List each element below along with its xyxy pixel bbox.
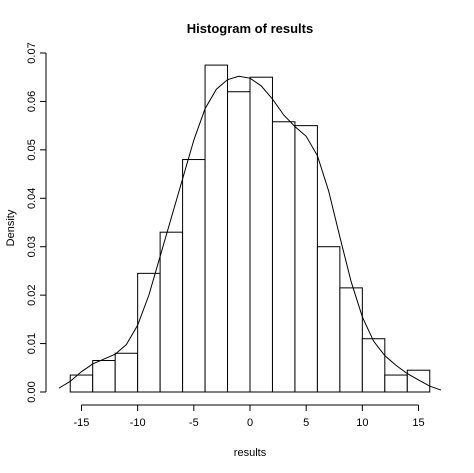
x-axis-label: results (234, 447, 267, 459)
histogram-bar (384, 374, 408, 393)
histogram-bar (159, 231, 184, 393)
y-tick-label: 0.02 (26, 284, 38, 305)
x-tick-label: -10 (130, 417, 146, 429)
y-tick-label: 0.04 (26, 188, 38, 209)
y-tick-label: 0.01 (26, 333, 38, 354)
histogram-bar (316, 246, 341, 393)
density-curve (58, 75, 442, 391)
histogram-bar (69, 374, 94, 393)
histogram-bar (204, 64, 229, 393)
x-tick-label: 15 (412, 417, 424, 429)
chart-title: Histogram of results (187, 21, 313, 36)
histogram-bar (271, 121, 296, 393)
histogram-bars (69, 64, 431, 393)
histogram-bar (294, 125, 318, 393)
y-axis-label: Density (5, 209, 17, 246)
x-tick-label: 5 (303, 417, 309, 429)
y-tick-label: 0.06 (26, 91, 38, 112)
histogram-bar (114, 352, 139, 393)
histogram-bar (361, 338, 386, 393)
x-tick-label: 0 (247, 417, 253, 429)
x-tick-label: -15 (74, 417, 90, 429)
y-tick-label: 0.00 (26, 381, 38, 402)
histogram-bar (92, 360, 116, 393)
histogram-bar (339, 287, 363, 393)
histogram-bar (406, 369, 431, 393)
y-tick-label: 0.05 (26, 139, 38, 160)
x-tick-label: -5 (189, 417, 199, 429)
histogram-bar (137, 272, 161, 393)
x-tick-label: 10 (356, 417, 368, 429)
y-axis: 0.00 0.01 0.02 0.03 0.04 0.05 0.06 0.07 (26, 42, 47, 403)
histogram-bar (182, 159, 206, 393)
histogram-bar (249, 76, 273, 393)
y-tick-label: 0.07 (26, 42, 38, 63)
x-axis: -15 -10 -5 0 5 10 15 (74, 404, 425, 429)
y-tick-label: 0.03 (26, 236, 38, 257)
histogram-bar (227, 91, 251, 393)
